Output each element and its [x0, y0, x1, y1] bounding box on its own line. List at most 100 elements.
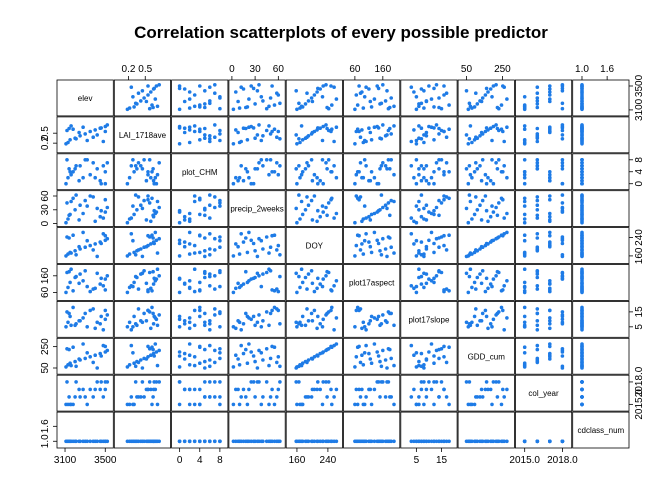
data-point — [234, 353, 238, 358]
panel-frame — [113, 374, 172, 412]
data-point — [264, 106, 269, 111]
data-point — [432, 208, 436, 213]
data-point — [437, 198, 441, 203]
data-point — [375, 317, 380, 322]
data-point — [309, 158, 314, 162]
data-point — [417, 359, 421, 364]
data-point — [491, 124, 496, 129]
data-point — [133, 274, 138, 279]
data-point — [444, 360, 449, 365]
chart-title: Correlation scatterplots of every possib… — [134, 23, 548, 42]
data-point — [442, 172, 446, 177]
data-point — [369, 105, 374, 109]
data-point — [78, 272, 82, 276]
data-point — [77, 319, 81, 323]
data-point — [261, 272, 265, 276]
data-point — [427, 350, 431, 354]
data-point — [244, 395, 248, 399]
data-point — [419, 137, 424, 141]
data-point — [198, 197, 202, 202]
data-point — [268, 311, 273, 316]
data-point — [580, 164, 584, 168]
data-point — [83, 311, 87, 316]
data-point — [74, 164, 78, 168]
data-point — [548, 357, 552, 361]
data-point — [213, 248, 217, 252]
data-point — [99, 126, 103, 130]
data-point — [321, 317, 326, 322]
panel-frame — [228, 190, 286, 227]
data-point — [198, 233, 202, 238]
data-point — [208, 247, 212, 251]
data-point — [479, 178, 484, 183]
data-point — [378, 395, 382, 399]
data-point — [198, 344, 202, 349]
data-point — [275, 395, 279, 399]
data-point — [99, 181, 103, 186]
data-point — [326, 158, 331, 162]
data-point — [155, 323, 160, 328]
data-point — [208, 85, 212, 89]
data-point — [412, 439, 416, 444]
data-point — [369, 212, 374, 217]
data-point — [103, 344, 108, 349]
data-point — [419, 253, 424, 257]
data-point — [213, 287, 217, 291]
panel-frame — [56, 190, 114, 227]
data-point — [198, 280, 202, 285]
data-point — [267, 172, 271, 177]
data-point — [146, 172, 150, 177]
data-point — [444, 135, 449, 139]
data-point — [198, 84, 202, 88]
data-point — [364, 328, 368, 332]
data-point — [203, 236, 207, 240]
data-point — [442, 355, 446, 359]
data-point — [580, 241, 584, 246]
data-point — [297, 439, 301, 444]
data-point — [244, 311, 248, 316]
data-point — [236, 281, 240, 286]
data-point — [468, 124, 473, 128]
data-point — [157, 205, 161, 210]
data-point — [429, 439, 434, 444]
data-point — [299, 323, 304, 328]
data-point — [379, 364, 384, 369]
data-point — [357, 84, 361, 88]
data-point — [198, 361, 202, 366]
data-point — [360, 175, 364, 180]
data-point — [376, 314, 381, 319]
panel-frame — [515, 153, 573, 191]
data-point — [267, 124, 271, 128]
data-point — [140, 89, 145, 93]
data-point — [580, 238, 584, 243]
data-point — [127, 252, 132, 256]
data-point — [251, 314, 256, 319]
data-point — [334, 387, 339, 392]
panel-frame — [515, 264, 573, 301]
data-point — [501, 129, 505, 134]
panel-frame — [228, 153, 286, 191]
data-point — [67, 395, 71, 399]
data-point — [276, 387, 281, 392]
data-point — [478, 272, 482, 276]
data-point — [231, 290, 236, 295]
data-point — [466, 142, 471, 146]
data-point — [152, 314, 156, 319]
data-point — [83, 356, 87, 361]
data-point — [472, 105, 477, 109]
data-point — [294, 133, 299, 137]
data-point — [105, 274, 110, 278]
data-point — [495, 236, 500, 240]
data-point — [580, 387, 584, 392]
data-point — [535, 195, 540, 199]
data-point — [129, 343, 134, 348]
data-point — [495, 213, 500, 218]
data-point — [247, 316, 251, 320]
data-point — [414, 439, 419, 444]
data-point — [239, 343, 243, 348]
data-point — [491, 317, 496, 322]
data-point — [358, 195, 363, 199]
data-point — [270, 170, 274, 174]
data-point — [321, 277, 326, 281]
data-point — [237, 252, 242, 256]
